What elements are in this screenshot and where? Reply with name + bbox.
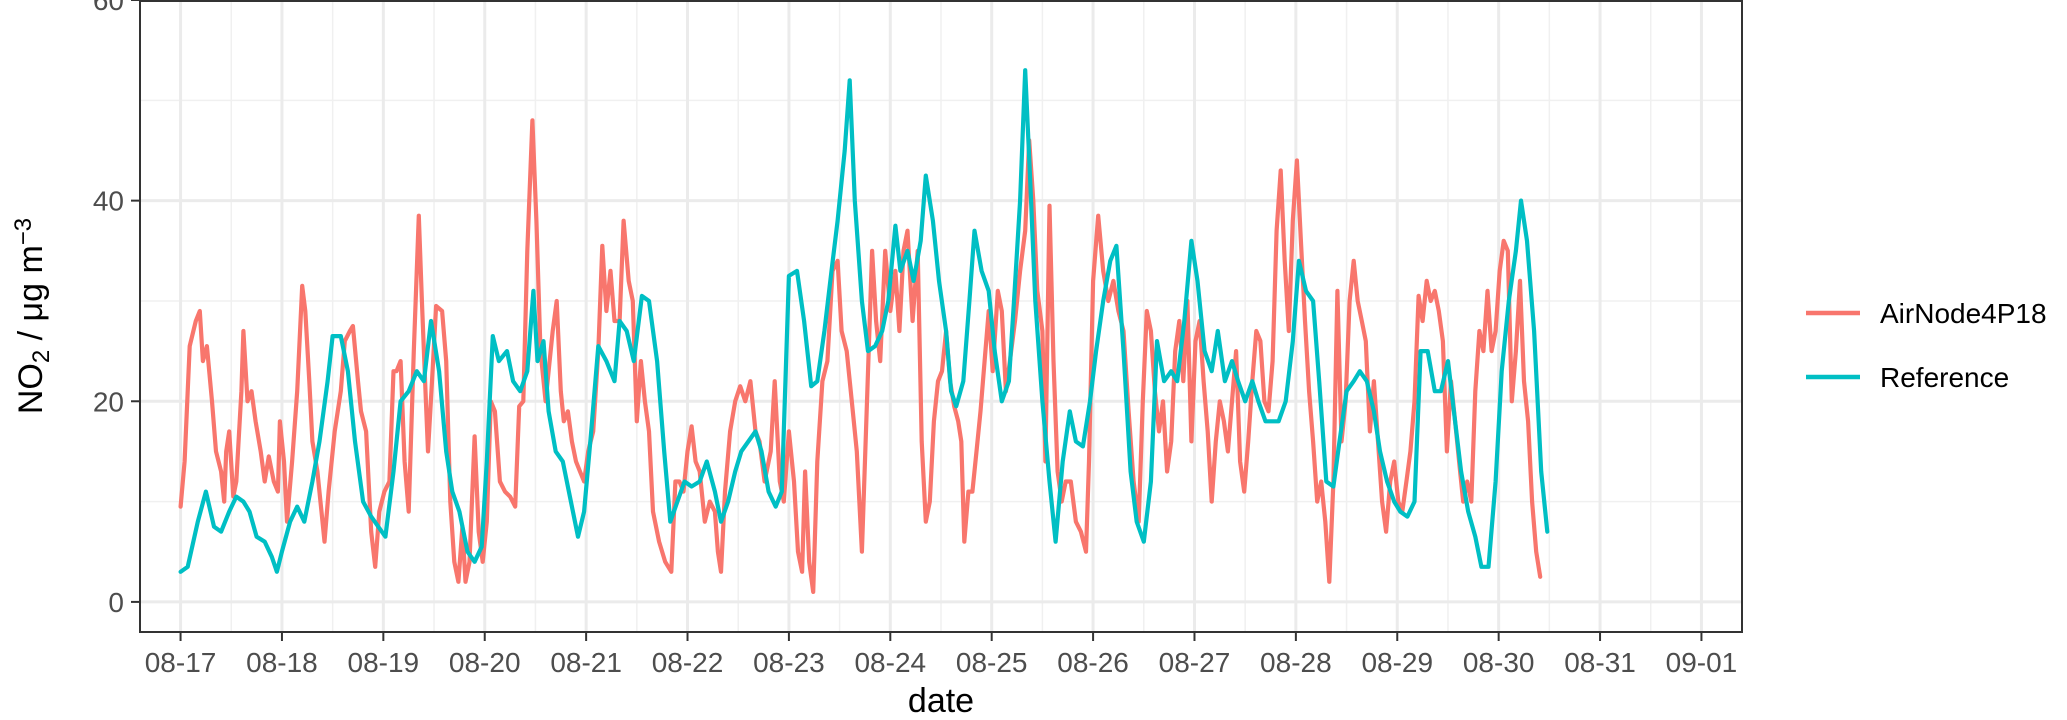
y-axis-title-superscript: −3 — [10, 218, 37, 245]
y-axis-title-subscript: 2 — [28, 350, 55, 363]
x-tick-label: 08-21 — [550, 647, 622, 678]
series-line-airnode4p18 — [178, 118, 1543, 594]
x-tick-label: 08-30 — [1463, 647, 1535, 678]
x-tick-label: 08-26 — [1057, 647, 1129, 678]
x-tick-label: 08-22 — [652, 647, 724, 678]
y-axis: 0 20 40 60 — [93, 0, 140, 618]
y-tick-label: 0 — [108, 587, 124, 618]
y-axis-title-main: NO — [12, 363, 50, 414]
x-tick-label: 08-20 — [449, 647, 521, 678]
y-tick-label: 40 — [93, 186, 124, 217]
series-lines — [178, 68, 1550, 594]
x-axis: 08-17 08-18 08-19 08-20 08-21 08-22 08-23 08-24… — [145, 632, 1738, 678]
y-tick-label: 20 — [93, 386, 124, 417]
y-axis-title-unit: / μg m — [12, 245, 50, 350]
x-tick-label: 08-29 — [1361, 647, 1433, 678]
x-tick-label: 08-28 — [1260, 647, 1332, 678]
series-line-reference — [178, 68, 1550, 574]
panel-border — [139, 0, 1743, 633]
x-tick-label: 08-19 — [348, 647, 420, 678]
x-tick-label: 08-18 — [246, 647, 318, 678]
legend-label-airnode4p18: AirNode4P18 — [1880, 298, 2047, 329]
y-tick-label: 60 — [93, 0, 124, 16]
x-axis-title: date — [908, 682, 974, 720]
y-axis-title: NO2 / μg m−3 — [10, 218, 55, 414]
x-tick-label: 08-24 — [854, 647, 926, 678]
x-tick-label: 08-17 — [145, 647, 217, 678]
x-tick-label: 08-31 — [1564, 647, 1636, 678]
x-tick-label: 09-01 — [1666, 647, 1738, 678]
legend-label-reference: Reference — [1880, 362, 2009, 393]
legend: AirNode4P18 Reference — [1806, 298, 2047, 393]
x-tick-label: 08-25 — [956, 647, 1028, 678]
x-tick-label: 08-23 — [753, 647, 825, 678]
x-tick-label: 08-27 — [1159, 647, 1231, 678]
